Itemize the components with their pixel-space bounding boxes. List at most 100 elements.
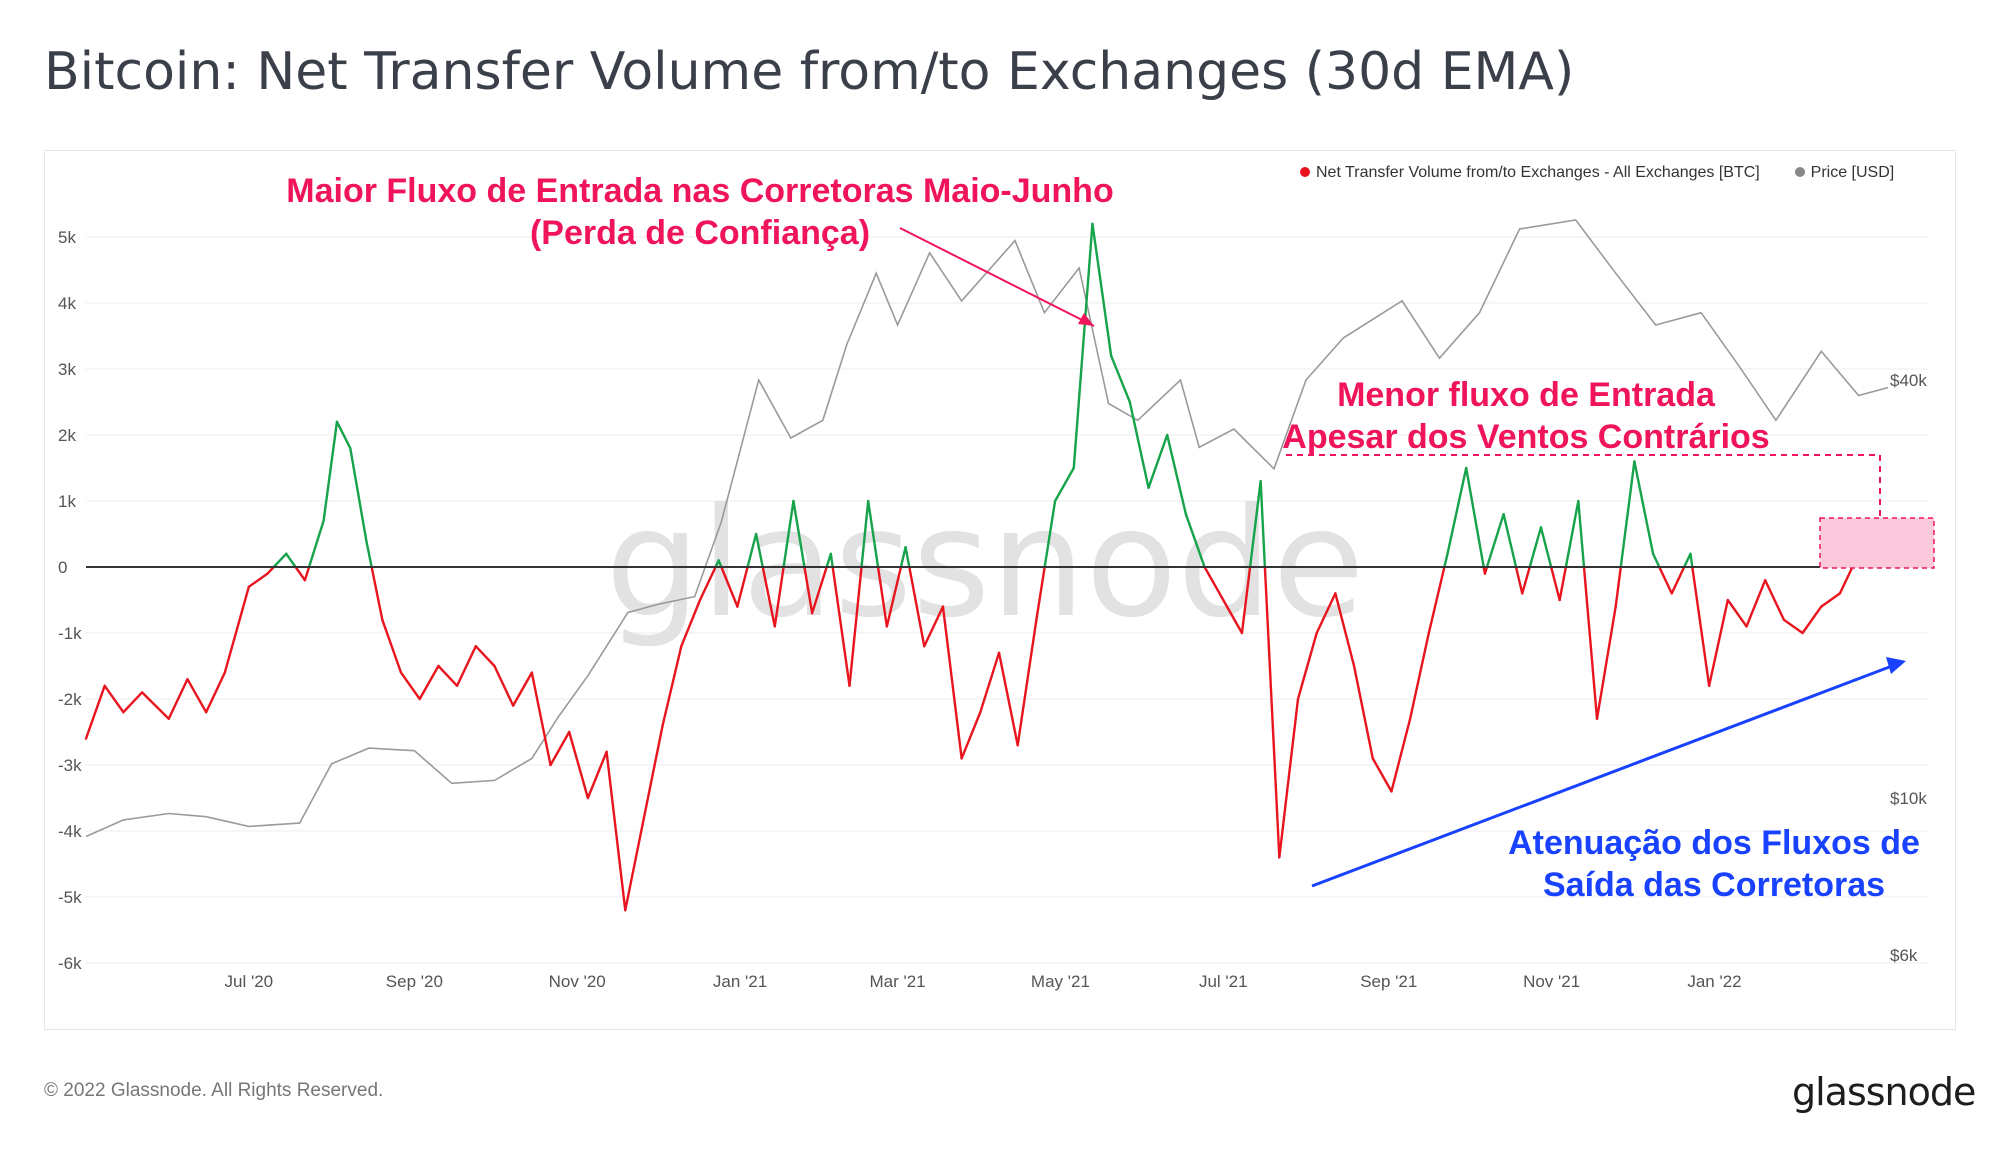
flow-segment — [1109, 354, 1132, 404]
legend-price[interactable]: Price [USD] — [1794, 164, 1894, 181]
x-tick-label: Jan '21 — [713, 972, 767, 991]
legend-flow[interactable]: Net Transfer Volume from/to Exchanges - … — [1300, 164, 1764, 181]
left-tick-label: -3k — [58, 756, 82, 775]
flow-segment — [418, 664, 440, 701]
legend-flow-dot — [1300, 167, 1310, 177]
flow-segment — [285, 552, 297, 569]
left-tick-label: -6k — [58, 954, 82, 973]
flow-segment — [1614, 565, 1622, 608]
annotation-blue: Atenuação dos Fluxos de Saída das Corret… — [1474, 822, 1954, 906]
flow-segment — [923, 605, 945, 648]
flow-segment — [307, 519, 325, 569]
flow-segment — [1464, 466, 1485, 569]
flow-segment — [335, 420, 352, 450]
flow-segment — [1577, 499, 1586, 569]
flow-segment — [1763, 579, 1786, 621]
flow-segment — [1633, 460, 1655, 555]
legend-price-dot — [1794, 167, 1805, 177]
flow-segment — [167, 678, 189, 720]
flow-segment — [399, 671, 421, 701]
flow-segment — [1670, 565, 1686, 595]
flow-segment — [1443, 552, 1449, 569]
flow-segment — [642, 724, 664, 819]
x-tick-label: Sep '21 — [1360, 972, 1417, 991]
annotation-blue-line2: Saída das Corretoras — [1542, 866, 1886, 904]
flow-segment — [266, 565, 275, 575]
blue-annotation-arrow — [1311, 664, 1893, 888]
price-series-line — [85, 219, 1889, 838]
flow-segment — [1184, 513, 1206, 569]
flow-segment — [1278, 697, 1300, 859]
flow-segment — [782, 499, 795, 569]
legend-flow-label: Net Transfer Volume from/to Exchanges - … — [1316, 164, 1760, 181]
chart-frame — [44, 150, 1956, 1030]
flow-segment — [370, 565, 384, 621]
flow-segment — [568, 730, 590, 800]
flow-segment — [736, 565, 749, 608]
flow-segment — [605, 750, 627, 912]
flow-segment — [1248, 480, 1262, 569]
flow-segment — [885, 565, 903, 628]
flow-segment — [186, 678, 208, 714]
flow-segment — [960, 711, 982, 760]
flow-segment — [848, 565, 863, 687]
flow-segment — [1446, 466, 1468, 555]
flow-segment — [1619, 460, 1636, 569]
flow-segment — [1707, 598, 1730, 687]
flow-segment — [322, 420, 339, 522]
flow-segment — [1683, 552, 1692, 569]
flow-segment — [720, 565, 739, 608]
flow-segment — [1352, 664, 1374, 760]
flow-segment — [904, 546, 911, 569]
flow-segment — [997, 651, 1019, 747]
left-tick-label: -5k — [58, 888, 82, 907]
right-tick-label: $40k — [1890, 371, 1927, 390]
flow-segment — [1043, 499, 1057, 569]
flow-segment — [1502, 513, 1518, 569]
left-tick-label: 1k — [58, 492, 76, 511]
flow-segment — [1485, 513, 1505, 569]
flow-segment — [122, 691, 144, 714]
flow-segment — [455, 645, 477, 687]
flow-segment — [437, 664, 459, 687]
left-tick-label: 0 — [58, 558, 67, 577]
x-axis-ticks: Jul '20 Sep '20 Nov '20 Jan '21 Mar '21 May '… — [225, 972, 1742, 991]
flow-segment — [860, 499, 870, 569]
flow-segment — [1658, 565, 1673, 595]
flow-segment — [1564, 499, 1580, 569]
left-tick-label: -1k — [58, 624, 82, 643]
flow-segment — [1514, 565, 1524, 595]
flow-segment — [1651, 552, 1661, 569]
flow-segment — [1203, 565, 1225, 602]
flow-segment — [349, 447, 368, 542]
flow-segment — [1801, 605, 1823, 635]
flow-segment — [1726, 598, 1748, 628]
flow-segment — [1091, 222, 1113, 357]
flow-segment — [1528, 526, 1543, 569]
flow-segment — [1745, 579, 1767, 628]
annotation-top-line1: Maior Fluxo de Entrada nas Corretoras Ma… — [286, 172, 1114, 210]
flow-segment — [103, 684, 125, 714]
flow-segment — [140, 691, 170, 720]
flow-segment — [381, 618, 403, 674]
top-annotation-arrow — [899, 227, 1095, 327]
flow-segment — [1820, 592, 1842, 608]
right-annotation-dashed — [1286, 454, 1881, 516]
right-annotation-box — [1819, 517, 1935, 569]
flow-segment — [1427, 565, 1446, 635]
flow-segment — [1539, 526, 1553, 569]
flow-segment — [1408, 631, 1431, 720]
glassnode-logo[interactable]: glassnode — [1792, 1070, 1976, 1114]
flow-segment — [1689, 552, 1694, 569]
flow-segment — [698, 565, 717, 602]
flow-series — [84, 222, 1876, 912]
flow-segment — [979, 651, 1001, 714]
flow-segment — [365, 539, 373, 569]
flow-segment — [1582, 565, 1599, 720]
flow-segment — [530, 671, 552, 767]
flow-segment — [1521, 565, 1531, 595]
flow-segment — [1240, 565, 1252, 635]
flow-segment — [867, 499, 880, 569]
watermark: glassnode — [605, 477, 1364, 651]
